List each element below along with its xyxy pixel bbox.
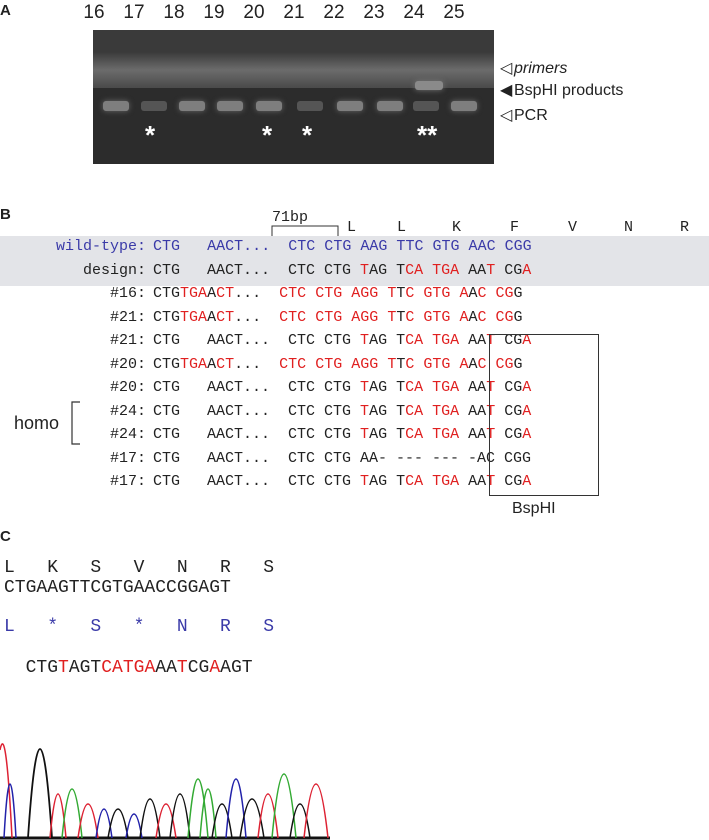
row-sequence: CTG AACT... CTC CTG AA- --- --- -AC CGG (153, 449, 532, 467)
amino-acid-label: R (680, 219, 690, 236)
row-label: #24: (109, 402, 146, 420)
row-label: #16: (109, 285, 146, 302)
star-mark: * (145, 120, 156, 150)
row-label: wild-type: (55, 238, 146, 255)
lane-number: 20 (243, 2, 265, 23)
mutant-sequence: CTGTAGTCATGAAATCGAAGT (25, 658, 253, 678)
lane-number: 21 (283, 2, 305, 23)
pcr-label: ◁ PCR (500, 105, 548, 125)
wt-amino-acids: L K S V N R S (4, 558, 275, 578)
homo-label: homo (14, 413, 60, 433)
pcr-band (103, 101, 129, 111)
filled-triangle-icon: ◀ (500, 82, 513, 99)
row-label: #17: (109, 473, 146, 490)
row-label: #24: (109, 426, 146, 443)
amino-acid-label: V (568, 219, 578, 236)
bsphi-products-label: ◀ BspHI products (500, 80, 623, 100)
pcr-band (179, 101, 205, 111)
reference-highlight (0, 236, 709, 286)
panel-c-letter: C (0, 528, 11, 545)
row-sequence: CTG AACT... CTC CTG TAG TCA TGA AAT CGA (153, 379, 532, 396)
gel-dark-region (93, 88, 494, 164)
lane-number: 24 (403, 2, 425, 23)
bsphi-band (415, 81, 443, 90)
panel-b-letter: B (0, 206, 11, 223)
row-label: design: (82, 261, 146, 279)
row-sequence: CTGTGAACT... CTC CTG AGG TTC GTG AAC CGG (153, 355, 523, 373)
lane-numbers: 16 17 18 19 20 21 22 23 24 25 (83, 2, 504, 28)
row-sequence: CTG AACT... CTC CTG TAG TCA TGA AAT CGA (153, 332, 532, 349)
pcr-band (141, 101, 167, 111)
row-label: #20: (109, 355, 146, 373)
bracket-71bp (271, 225, 339, 237)
gel-image: * * * ** (93, 30, 494, 164)
row-sequence: CTGTGAACT... CTC CTG AGG TTC GTG AAC CGG (153, 308, 523, 326)
row-label: #17: (109, 449, 146, 467)
star-mark: * (262, 120, 273, 150)
primers-label: ◁ primers (500, 58, 567, 78)
amino-acid-label: K (452, 219, 462, 236)
star-mark: ** (417, 120, 438, 150)
pcr-band (413, 101, 439, 111)
pcr-band (256, 101, 282, 111)
row-sequence: CTG AACT... CTC CTG TAG TCA TGA AAT CGA (153, 402, 532, 420)
panel-a-letter: A (0, 2, 11, 19)
row-sequence: CTGTGAACT... CTC CTG AGG TTC GTG AAC CGG (153, 285, 523, 302)
row-sequence: CTG AACT... CTC CTG TAG TCA TGA AAT CGA (153, 426, 532, 443)
lane-number: 25 (443, 2, 465, 23)
amino-acid-label: N (624, 219, 634, 236)
lane-number: 17 (123, 2, 145, 23)
homo-bracket (71, 401, 80, 445)
lane-number: 18 (163, 2, 185, 23)
primers-text: primers (514, 60, 568, 77)
sequencing-chromatogram (0, 743, 330, 840)
pcr-band (297, 101, 323, 111)
pcr-band (337, 101, 363, 111)
amino-acid-label: L (397, 219, 407, 236)
open-triangle-icon: ◁ (500, 107, 513, 124)
bracket-71bp-label: 71bp (272, 209, 309, 226)
open-triangle-icon: ◁ (500, 60, 513, 77)
lane-number: 19 (203, 2, 225, 23)
lane-number: 16 (83, 2, 105, 23)
bsphi-box (489, 334, 599, 496)
lane-number: 22 (323, 2, 345, 23)
wt-sequence: CTGAAGTTCGTGAACCGGAGT (4, 578, 231, 598)
row-sequence: CTG AACT... CTC CTG AAG TTC GTG AAC CGG (153, 238, 532, 255)
pcr-band (377, 101, 403, 111)
pcr-band (217, 101, 243, 111)
amino-acid-label: F (510, 219, 520, 236)
lane-number: 23 (363, 2, 385, 23)
bsphi-box-label: BspHI (512, 500, 556, 517)
bsphi-text: BspHI products (514, 82, 624, 99)
row-label: #21: (109, 308, 146, 326)
row-sequence: CTG AACT... CTC CTG TAG TCA TGA AAT CGA (153, 473, 532, 490)
star-mark: * (302, 120, 313, 150)
row-label: #20: (109, 379, 146, 396)
pcr-band (451, 101, 477, 111)
pcr-text: PCR (514, 107, 548, 124)
amino-acid-label: L (347, 219, 357, 236)
row-label: #21: (109, 332, 146, 349)
row-sequence: CTG AACT... CTC CTG TAG TCA TGA AAT CGA (153, 261, 532, 279)
mutant-amino-acids: L * S * N R S (4, 617, 275, 637)
